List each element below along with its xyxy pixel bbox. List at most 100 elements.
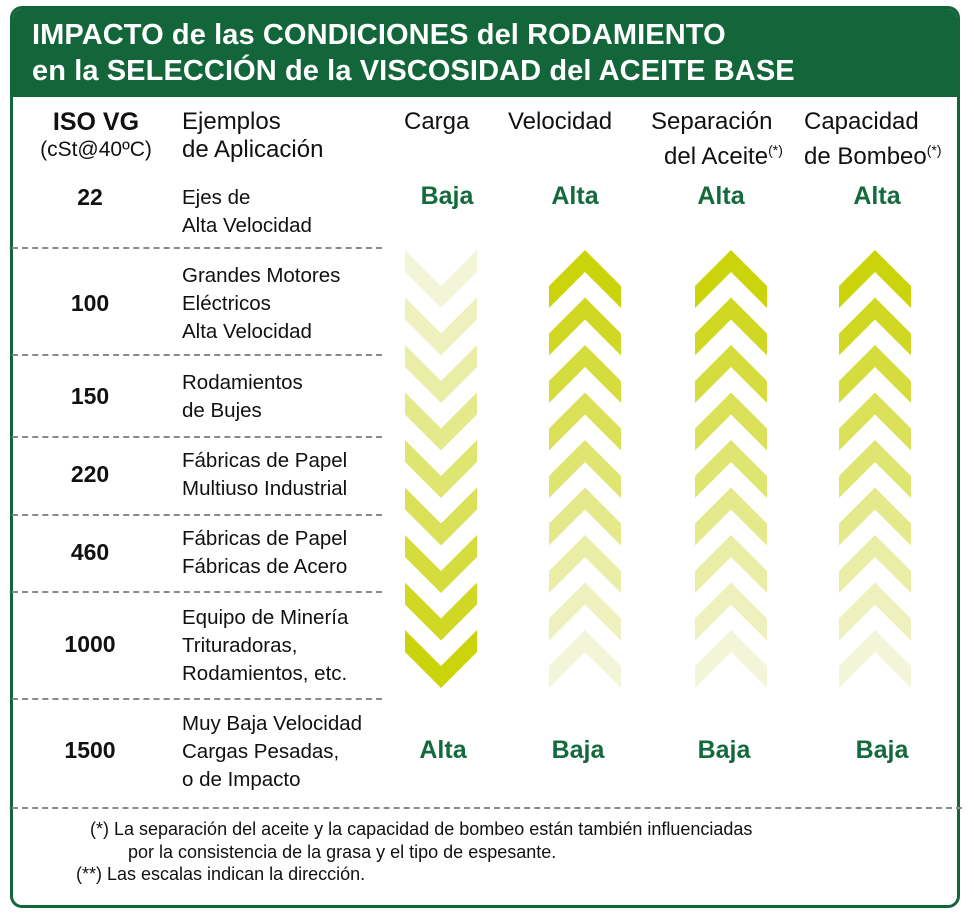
vg-22: 22: [77, 184, 103, 210]
header-applications: Ejemplos de Aplicación: [182, 108, 323, 164]
chevron-separacion-up: [695, 250, 767, 308]
chevron-velocidad-up: [549, 392, 621, 451]
title-banner: IMPACTO de las CONDICIONES del RODAMIENT…: [13, 9, 957, 97]
app-line: Alta Velocidad: [182, 214, 312, 237]
chevron-velocidad-up: [549, 535, 621, 593]
row-separator: [12, 436, 382, 438]
app-line: o de Impacto: [182, 768, 301, 791]
chevron-separacion-up: [695, 535, 767, 593]
header-separacion-mark: (*): [768, 142, 783, 158]
row-separator: [12, 698, 382, 700]
app-line: Rodamientos, etc.: [182, 662, 348, 685]
header-separacion-line-1: Separación: [651, 108, 773, 135]
chevron-carga-down: [405, 392, 477, 451]
chevron-velocidad-up: [549, 345, 621, 403]
app-row-220: Fábricas de Papel Multiuso Industrial: [182, 447, 347, 503]
chevron-capacidad-up: [839, 582, 911, 641]
footnote-1-line-1: (*) La separación del aceite y la capaci…: [90, 819, 753, 839]
chevron-capacidad-up: [839, 297, 911, 356]
chevron-separacion-up: [695, 487, 767, 546]
app-line: Ejes de: [182, 186, 251, 209]
header-separacion-line-2-wrap: del Aceite(*): [664, 136, 783, 171]
chevron-capacidad-up: [839, 345, 911, 403]
vg-1500: 1500: [64, 737, 116, 763]
chevron-velocidad-up: [549, 582, 621, 641]
title-line-2: en la SELECCIÓN de la VISCOSIDAD del ACE…: [32, 55, 795, 87]
chevron-velocidad-up: [549, 250, 621, 308]
row-separator: [12, 354, 382, 356]
app-row-1000: Equipo de Minería Trituradoras, Rodamien…: [182, 604, 348, 688]
header-capacidad: Capacidad de Bombeo(*): [804, 108, 942, 171]
header-separacion: Separación del Aceite(*): [651, 108, 783, 171]
app-line: de Bujes: [182, 399, 262, 422]
vg-1000: 1000: [64, 631, 116, 657]
chevron-carga-down: [405, 535, 477, 593]
chevron-velocidad-up: [549, 297, 621, 356]
app-line: Eléctricos: [182, 292, 271, 315]
level-top-capacidad: Alta: [853, 182, 901, 210]
app-row-460: Fábricas de Papel Fábricas de Acero: [182, 525, 347, 581]
vg-150: 150: [70, 383, 110, 409]
app-line: Fábricas de Acero: [182, 555, 348, 578]
chevron-capacidad-up: [839, 487, 911, 546]
level-bottom-separacion: Baja: [697, 736, 751, 764]
chevron-capacidad-up: [839, 630, 911, 688]
header-separacion-line-2: del Aceite: [664, 143, 769, 170]
header-app-line-2: de Aplicación: [182, 136, 324, 163]
level-bottom-capacidad: Baja: [855, 736, 909, 764]
chevron-capacidad-up: [839, 392, 911, 451]
app-row-22: Ejes de Alta Velocidad: [182, 184, 312, 240]
chevron-carga-down: [405, 250, 477, 308]
level-bottom-velocidad: Baja: [551, 736, 605, 764]
chevron-separacion-up: [695, 297, 767, 356]
app-line: Muy Baja Velocidad: [182, 712, 363, 735]
app-line: Equipo de Minería: [182, 606, 349, 629]
header-capacidad-mark: (*): [926, 142, 942, 158]
chevron-velocidad-up: [549, 440, 621, 498]
app-line: Rodamientos: [182, 371, 303, 394]
header-iso-title: ISO VG: [52, 108, 140, 136]
vg-220: 220: [70, 461, 110, 487]
vg-100: 100: [70, 290, 110, 316]
vg-460: 460: [70, 539, 110, 565]
app-line: Grandes Motores: [182, 264, 341, 287]
chevron-capacidad-up: [839, 535, 911, 593]
level-top-separacion: Alta: [697, 182, 745, 210]
title-line-1: IMPACTO de las CONDICIONES del RODAMIENT…: [32, 19, 726, 51]
level-top-velocidad: Alta: [551, 182, 599, 210]
notes-separator: [12, 807, 962, 809]
infographic-frame: IMPACTO de las CONDICIONES del RODAMIENT…: [10, 6, 960, 908]
app-line: Fábricas de Papel: [182, 527, 348, 550]
app-row-100: Grandes Motores Eléctricos Alta Velocida…: [182, 262, 340, 346]
app-line: Trituradoras,: [182, 634, 298, 657]
app-row-150: Rodamientos de Bujes: [182, 369, 303, 425]
header-capacidad-line-1: Capacidad: [804, 108, 919, 135]
app-line: Cargas Pesadas,: [182, 740, 340, 763]
chevron-velocidad-up: [549, 630, 621, 688]
chevron-carga-down: [405, 345, 477, 403]
app-line: Alta Velocidad: [182, 320, 312, 343]
chevron-carga-down: [405, 630, 477, 688]
footnote-1-line-2: por la consistencia de la grasa y el tip…: [128, 841, 557, 862]
header-iso-unit: (cSt@40ºC): [40, 138, 152, 161]
app-line: Fábricas de Papel: [182, 449, 348, 472]
chevron-carga-down: [405, 440, 477, 498]
footnote-2: (**) Las escalas indican la dirección.: [76, 864, 366, 884]
chevron-separacion-up: [695, 630, 767, 688]
chevron-capacidad-up: [839, 250, 911, 308]
app-line: Multiuso Industrial: [182, 477, 348, 500]
chevron-separacion-up: [695, 392, 767, 451]
header-carga: Carga: [404, 108, 470, 135]
header-capacidad-line-2: de Bombeo: [804, 143, 927, 170]
chevron-separacion-up: [695, 582, 767, 641]
chevron-separacion-up: [695, 440, 767, 498]
header-velocidad: Velocidad: [508, 108, 613, 135]
row-separator: [12, 591, 382, 593]
chevron-separacion-up: [695, 345, 767, 403]
row-separator: [12, 247, 382, 249]
footnotes: (*) La separación del aceite y la capaci…: [76, 818, 753, 886]
chevron-carga-down: [405, 487, 477, 546]
row-separator: [12, 514, 382, 516]
header-capacidad-line-2-wrap: de Bombeo(*): [804, 136, 942, 171]
